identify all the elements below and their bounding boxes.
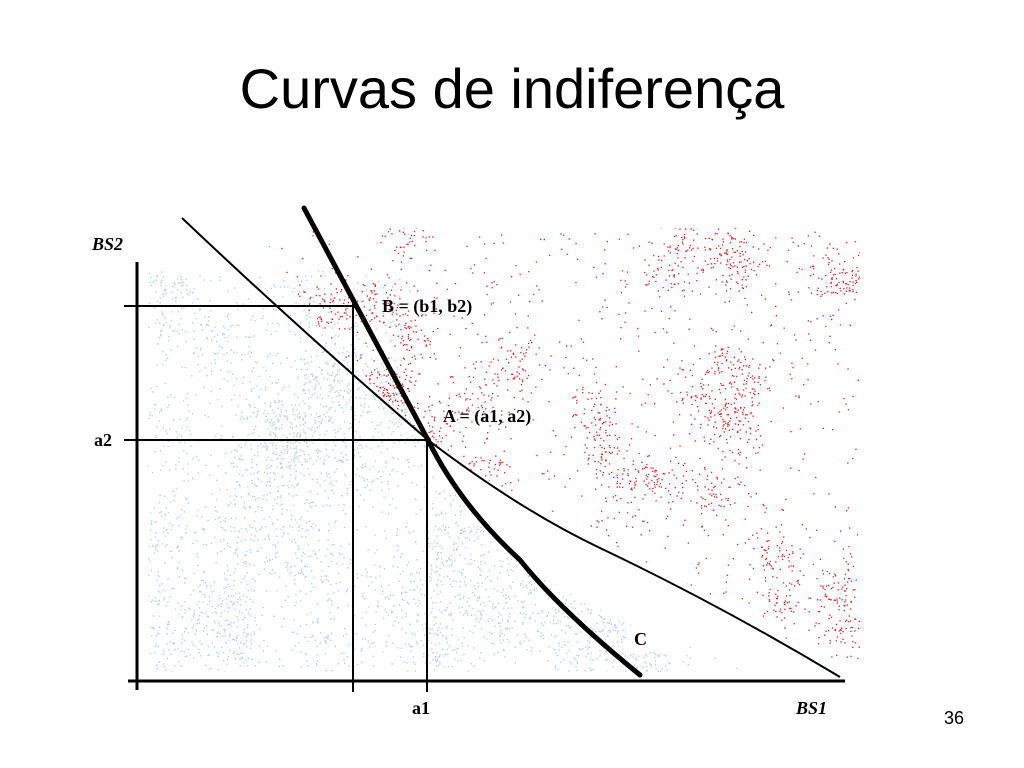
page-number: 36 <box>943 708 964 728</box>
x-axis-label: BS1 <box>795 698 827 718</box>
point-c-label: C <box>634 629 647 649</box>
point-a-label: A = (a1, a2) <box>443 406 531 427</box>
slide-title: Curvas de indiferença <box>239 57 785 120</box>
point-a-marker <box>425 437 431 443</box>
a2-tick-label: a2 <box>94 430 112 450</box>
point-c-box <box>626 626 682 652</box>
a1-tick-label: a1 <box>412 698 430 718</box>
point-b-label: B = (b1, b2) <box>382 296 472 317</box>
bold-indifference-curve <box>301 205 643 678</box>
y-axis-label: BS2 <box>91 234 123 254</box>
thin-indifference-curve <box>181 217 841 678</box>
point-b-marker <box>352 302 358 308</box>
